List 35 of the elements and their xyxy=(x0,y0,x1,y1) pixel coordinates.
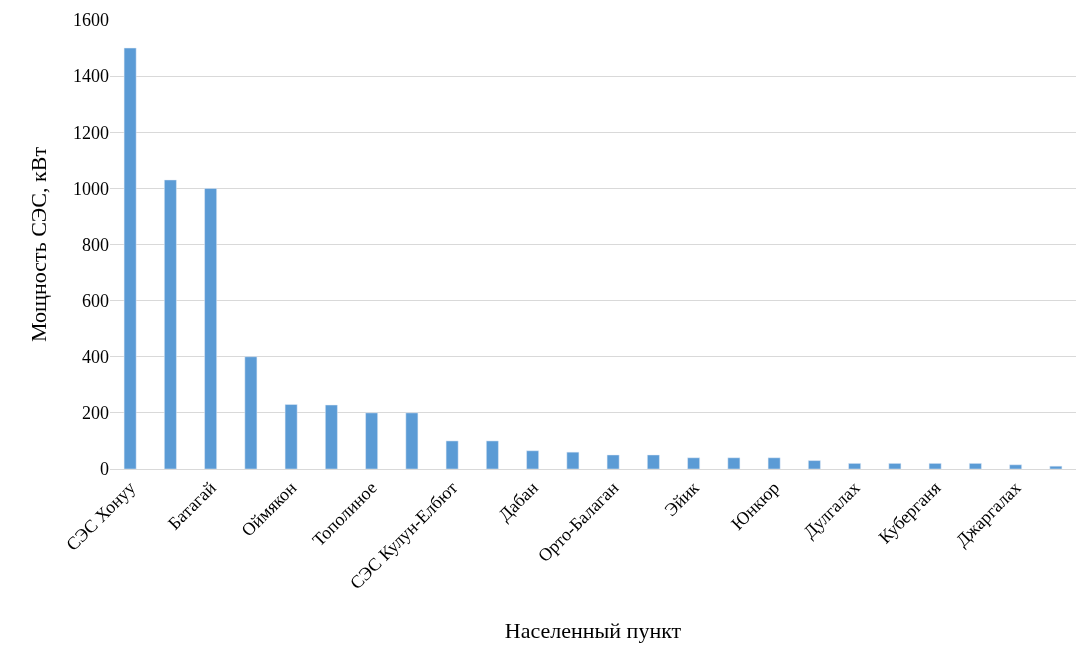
y-tick-label: 1200 xyxy=(73,122,109,143)
bar xyxy=(848,463,861,469)
y-tick-label: 1400 xyxy=(73,66,109,87)
bar xyxy=(123,47,137,469)
y-tick-label: 600 xyxy=(82,290,109,311)
y-tick-label: 800 xyxy=(82,234,109,255)
y-tick-label: 200 xyxy=(82,403,109,424)
x-axis-title: Населенный пункт xyxy=(504,617,682,643)
bar xyxy=(606,454,620,469)
bar xyxy=(767,457,781,469)
bar xyxy=(204,188,217,469)
y-tick-label: 1600 xyxy=(73,10,109,31)
bar xyxy=(808,460,821,469)
bar xyxy=(244,356,258,469)
bar xyxy=(1009,464,1022,469)
bar xyxy=(365,412,378,469)
bar xyxy=(969,463,982,469)
y-axis-title: Мощность СЭС, кВт xyxy=(25,146,51,343)
bar xyxy=(164,179,177,469)
y-tick-label: 400 xyxy=(82,347,109,368)
bar xyxy=(647,454,660,469)
bar xyxy=(284,404,298,469)
bar xyxy=(928,463,942,469)
bar xyxy=(888,463,902,469)
bar xyxy=(325,404,338,469)
bar xyxy=(405,412,419,469)
bar xyxy=(486,440,499,469)
bar xyxy=(727,457,741,469)
bar xyxy=(687,457,700,469)
bar xyxy=(526,450,539,469)
bar xyxy=(1049,465,1063,469)
bar xyxy=(566,451,580,469)
y-tick-label: 0 xyxy=(100,459,109,480)
y-tick-label: 1000 xyxy=(73,178,109,199)
bar xyxy=(445,440,459,469)
